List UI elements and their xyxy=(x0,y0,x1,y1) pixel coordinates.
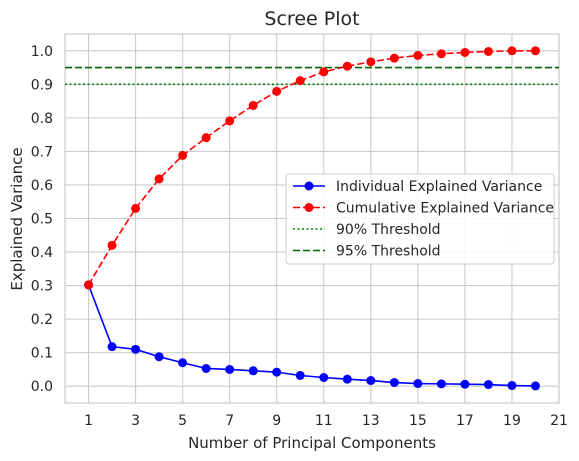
y-tick-label: 0.7 xyxy=(31,144,53,160)
x-tick-label: 15 xyxy=(409,413,427,429)
data-point xyxy=(389,53,399,63)
data-point xyxy=(272,367,282,377)
y-tick-label: 0.3 xyxy=(31,279,53,295)
plot-frame xyxy=(64,33,560,404)
y-tick-label: 0.6 xyxy=(31,178,53,194)
legend-label: 95% Threshold xyxy=(336,244,441,260)
data-point xyxy=(507,46,517,56)
x-axis-label: Number of Principal Components xyxy=(188,434,436,452)
x-tick-label: 5 xyxy=(178,413,187,429)
y-tick-label: 0.4 xyxy=(31,245,53,261)
legend-label: Individual Explained Variance xyxy=(336,179,542,195)
data-point xyxy=(107,342,117,352)
data-point xyxy=(389,378,399,388)
legend-swatch-marker xyxy=(304,203,314,212)
data-point xyxy=(436,379,446,389)
data-point xyxy=(460,47,470,57)
y-tick-label: 0.5 xyxy=(31,212,53,228)
data-point xyxy=(154,174,164,184)
data-point xyxy=(107,240,117,250)
legend-label: 90% Threshold xyxy=(336,222,441,238)
data-point xyxy=(319,373,329,383)
y-tick-label: 0.0 xyxy=(31,379,53,395)
data-point xyxy=(507,381,517,391)
data-point xyxy=(530,381,540,391)
data-point xyxy=(295,76,305,86)
data-point xyxy=(483,380,493,390)
data-point xyxy=(319,67,329,77)
data-point xyxy=(178,150,188,160)
x-tick-label: 11 xyxy=(315,413,333,429)
data-point xyxy=(295,370,305,380)
data-point xyxy=(460,379,470,389)
data-point xyxy=(225,364,235,374)
data-point xyxy=(272,86,282,96)
x-tick-label: 1 xyxy=(84,413,93,429)
data-point xyxy=(436,49,446,59)
data-point xyxy=(248,100,258,110)
x-tick-label: 7 xyxy=(225,413,234,429)
x-tick-label: 9 xyxy=(272,413,281,429)
x-tick-label: 19 xyxy=(503,413,521,429)
legend-label: Cumulative Explained Variance xyxy=(336,201,554,217)
data-point xyxy=(201,363,211,373)
x-tick-label: 21 xyxy=(550,413,568,429)
data-point xyxy=(366,376,376,386)
data-point xyxy=(413,50,423,60)
data-point xyxy=(225,116,235,126)
y-tick-label: 0.1 xyxy=(31,346,53,362)
data-point xyxy=(342,374,352,384)
data-point xyxy=(530,46,540,56)
data-point xyxy=(342,61,352,71)
x-tick-label: 3 xyxy=(131,413,140,429)
data-point xyxy=(131,344,141,354)
y-axis-label: Explained Variance xyxy=(8,147,26,290)
x-tick-label: 13 xyxy=(362,413,380,429)
x-tick-label: 17 xyxy=(456,413,474,429)
data-point xyxy=(248,366,258,376)
y-tick-label: 0.8 xyxy=(31,111,53,127)
chart-title: Scree Plot xyxy=(264,8,359,30)
data-point xyxy=(413,379,423,389)
legend-box xyxy=(285,173,555,265)
y-tick-label: 0.9 xyxy=(31,77,53,93)
data-point xyxy=(366,57,376,67)
data-point xyxy=(201,133,211,143)
y-tick-label: 1.0 xyxy=(31,44,53,60)
data-point xyxy=(483,46,493,56)
data-point xyxy=(84,280,94,290)
data-point xyxy=(131,203,141,213)
y-tick-label: 0.2 xyxy=(31,312,53,328)
legend-swatch-marker xyxy=(304,181,314,191)
data-point xyxy=(178,358,188,368)
data-point xyxy=(154,352,164,362)
